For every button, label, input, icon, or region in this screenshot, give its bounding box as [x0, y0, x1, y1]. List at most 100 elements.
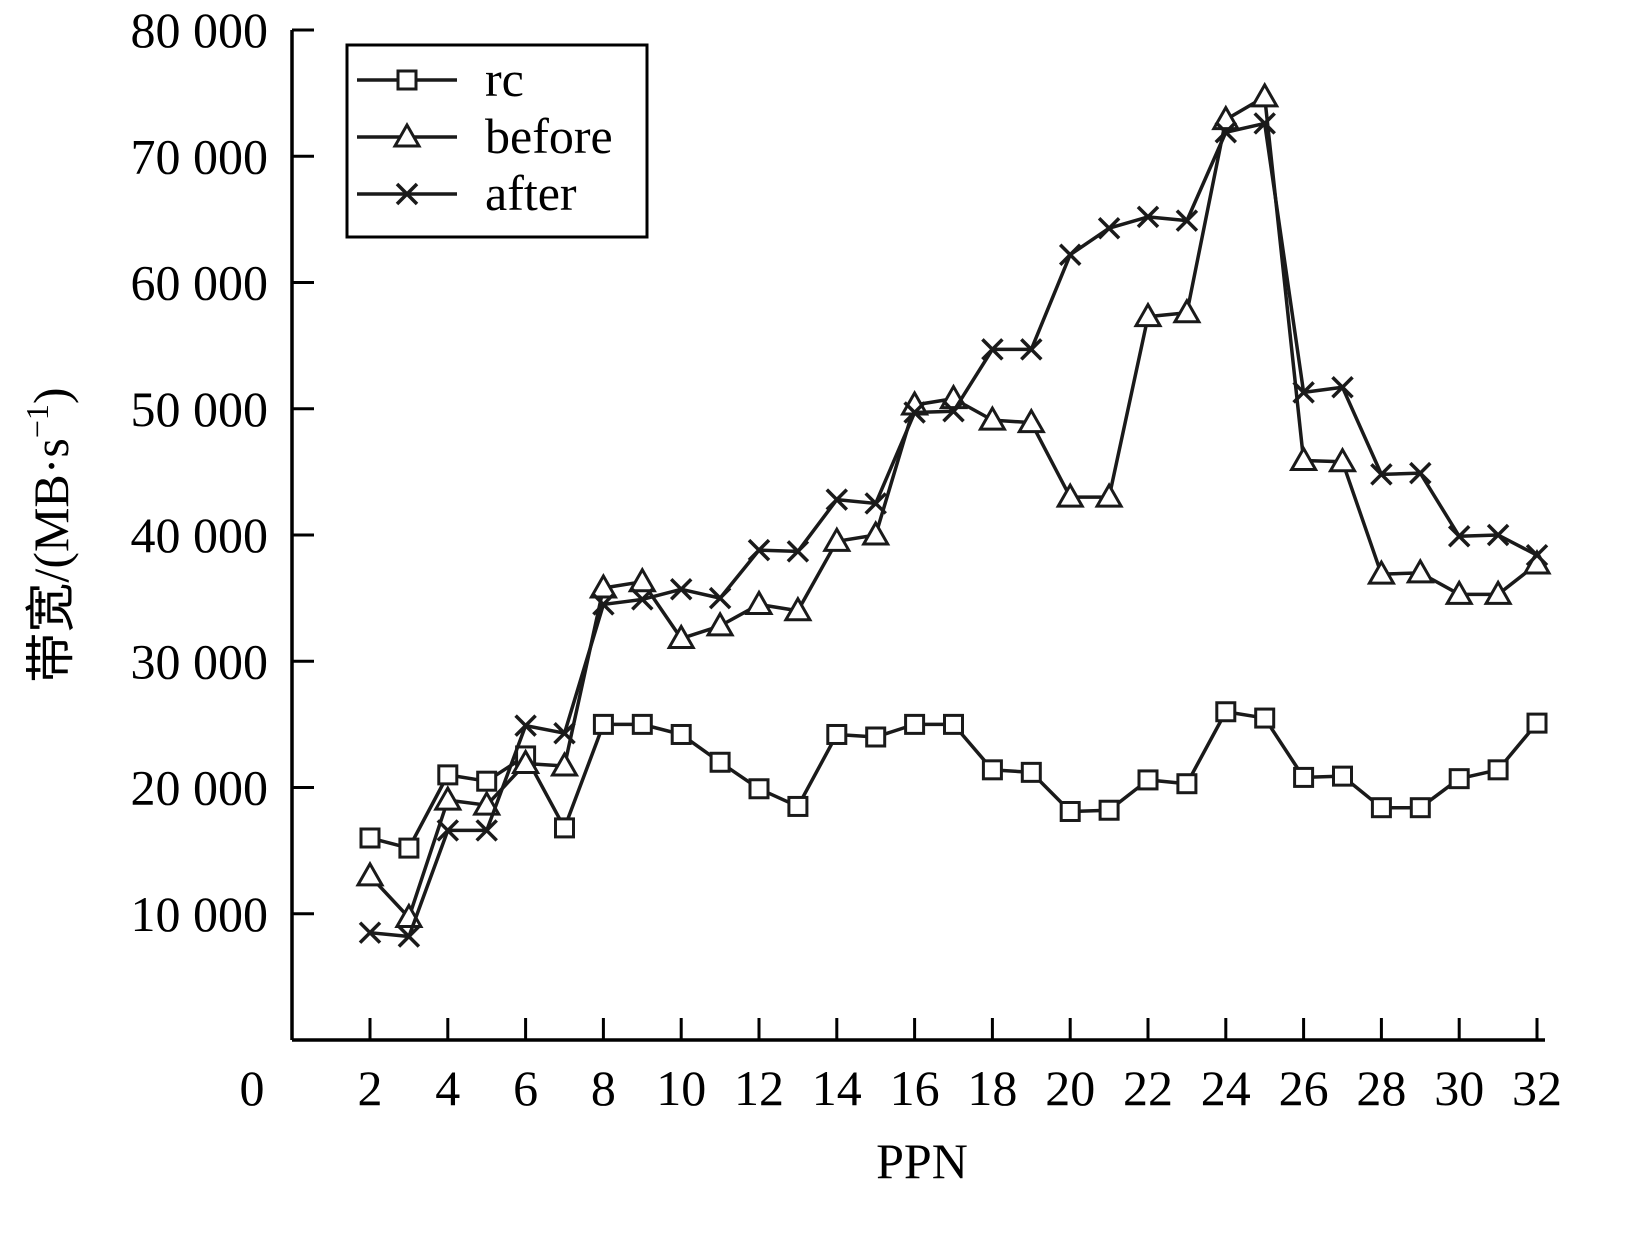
data-point-after-stroke	[1058, 243, 1082, 266]
data-point-rc	[1526, 712, 1548, 734]
y-axis-title-superscript: −1	[19, 404, 55, 438]
x-tick-label: 16	[890, 1060, 940, 1116]
data-point-after	[1331, 376, 1354, 399]
data-point-rc	[1215, 701, 1237, 723]
data-point-after	[747, 538, 771, 562]
data-point-after	[397, 925, 421, 948]
series-group	[355, 81, 1552, 948]
data-point-after	[942, 400, 965, 423]
data-point-after-stroke	[747, 538, 771, 562]
legend-item-before: before	[357, 108, 613, 164]
data-point-rc	[1293, 766, 1315, 788]
data-point-after-stroke	[1409, 461, 1432, 485]
data-point-after	[864, 492, 887, 515]
data-point-rc	[359, 827, 381, 849]
data-point-before	[1133, 301, 1163, 328]
data-point-after-stroke	[475, 819, 498, 842]
data-point-after-stroke	[942, 400, 965, 423]
data-point-after	[553, 721, 576, 745]
data-point-before	[1094, 482, 1124, 508]
legend-item-after: after	[357, 165, 577, 221]
data-point-after	[1370, 463, 1393, 486]
x-tick-label: 20	[1045, 1060, 1095, 1116]
data-point-after	[786, 540, 810, 563]
data-point-after-stroke	[1370, 463, 1393, 486]
legend-marker	[392, 121, 422, 148]
y-tick-label: 10 000	[131, 886, 269, 942]
x-ticks: 2 4 6 8 10 12 14 16 18 20 22 24 26 28 30 32	[358, 1018, 1562, 1116]
x-tick-label: 14	[812, 1060, 862, 1116]
data-point-before	[1327, 446, 1358, 473]
data-point-after-stroke	[786, 540, 810, 563]
x-tick-label: 22	[1123, 1060, 1173, 1116]
data-point-before	[1016, 407, 1046, 434]
x-tick-label: 24	[1201, 1060, 1251, 1116]
data-point-rc	[1409, 797, 1431, 819]
data-point-after	[708, 586, 732, 610]
data-point-after-stroke	[1331, 376, 1354, 399]
data-point-rc	[943, 713, 964, 735]
data-point-rc	[1137, 769, 1159, 791]
data-point-after	[1292, 381, 1315, 404]
data-point-before	[1483, 579, 1513, 605]
data-point-rc	[1487, 759, 1509, 781]
data-point-after-stroke	[397, 925, 421, 948]
legend-marker	[396, 69, 418, 91]
data-point-after	[1253, 112, 1276, 135]
data-point-after-stroke	[1214, 121, 1238, 144]
data-point-rc	[1020, 761, 1042, 783]
y-ticks: 10 000 20 000 30 000 40 000 50 000 60 000 70 0…	[131, 2, 314, 942]
data-point-after	[1136, 205, 1160, 229]
legend-label: before	[485, 108, 613, 164]
x-tick-label: 10	[656, 1060, 706, 1116]
data-point-after-stroke	[631, 588, 654, 611]
data-point-before	[1172, 297, 1202, 324]
data-point-before	[1444, 579, 1474, 605]
x-tick-label: 4	[435, 1060, 460, 1116]
series-before	[355, 81, 1552, 929]
data-point-after-stroke	[1136, 205, 1160, 229]
data-point-rc	[904, 713, 926, 735]
x-tick-label: 6	[513, 1060, 538, 1116]
series-line-after	[369, 121, 1538, 939]
data-point-after-stroke	[553, 721, 576, 745]
data-point-before	[977, 405, 1007, 431]
y-tick-label: 70 000	[131, 128, 269, 184]
data-point-before	[627, 566, 657, 593]
data-point-after	[1525, 543, 1549, 567]
data-point-before	[666, 623, 696, 650]
data-point-rc	[592, 713, 614, 735]
data-point-rc	[1176, 773, 1198, 795]
data-point-after-stroke	[1486, 523, 1510, 547]
data-point-after	[631, 588, 654, 611]
data-point-after	[514, 714, 537, 737]
data-point-after-stroke	[1097, 216, 1121, 240]
data-point-after-stroke	[864, 492, 887, 515]
data-point-rc	[1254, 707, 1276, 729]
data-point-after-stroke	[514, 714, 537, 737]
data-point-after-stroke	[1525, 543, 1549, 567]
data-point-after	[1175, 209, 1199, 232]
series-after	[358, 112, 1549, 948]
data-point-before	[588, 573, 618, 599]
y-tick-label: 60 000	[131, 255, 269, 311]
legend-marker-stroke	[395, 182, 419, 206]
data-point-after-stroke	[981, 338, 1004, 361]
origin-label: 0	[240, 1060, 265, 1116]
data-point-before	[472, 790, 502, 816]
data-point-rc	[1059, 800, 1081, 822]
data-point-after-stroke	[903, 401, 926, 424]
data-point-after-stroke	[1292, 381, 1315, 404]
data-point-before	[1289, 445, 1319, 472]
data-point-after-stroke	[1253, 112, 1276, 135]
y-tick-label: 50 000	[131, 381, 269, 437]
y-tick-label: 20 000	[131, 760, 269, 816]
legend-marker	[395, 182, 419, 206]
data-point-before	[822, 526, 852, 552]
y-tick-label: 80 000	[131, 2, 269, 58]
x-tick-label: 12	[734, 1060, 784, 1116]
data-point-rc	[398, 837, 420, 859]
data-point-rc	[787, 795, 809, 817]
data-point-rc	[670, 723, 692, 745]
